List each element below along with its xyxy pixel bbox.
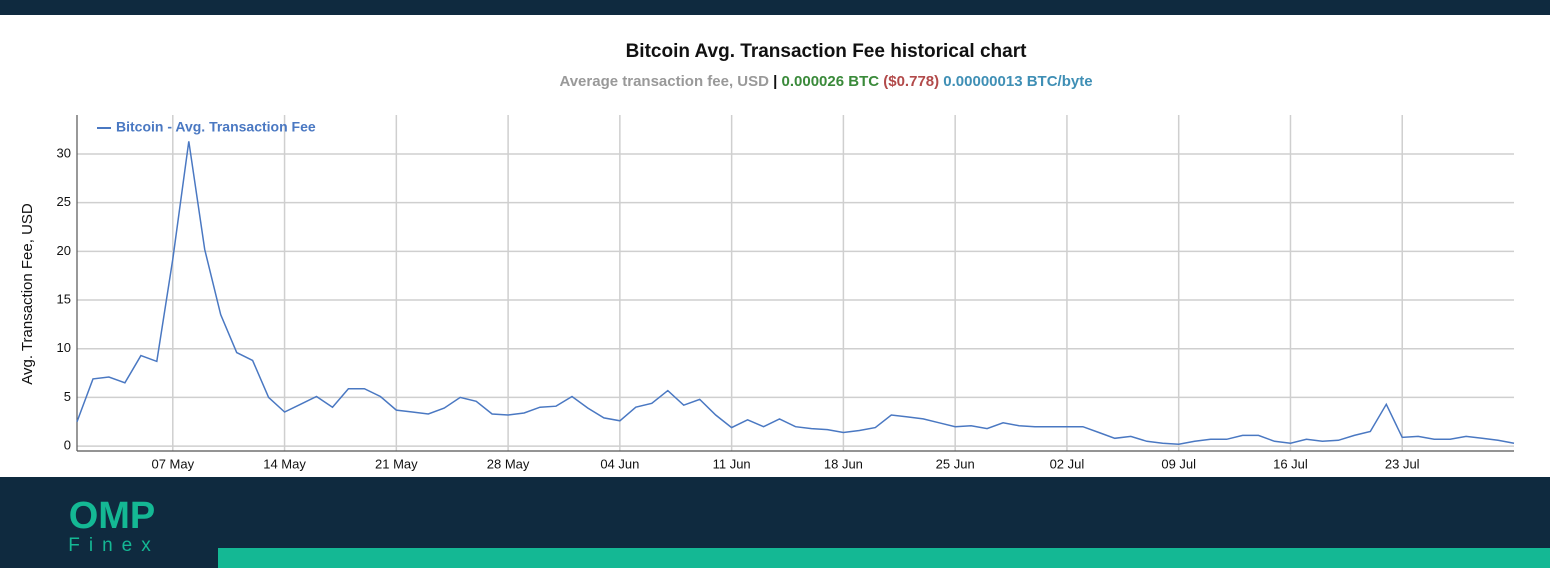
chart-background [0, 15, 1550, 477]
x-tick-label: 14 May [263, 456, 306, 471]
x-tick-label: 21 May [375, 456, 418, 471]
y-tick-label: 15 [57, 291, 71, 306]
y-tick-label: 30 [57, 145, 71, 160]
x-tick-label: 23 Jul [1385, 456, 1420, 471]
subtitle-metric: Average transaction fee, USD [559, 73, 769, 90]
subtitle-usd: ($0.778) [883, 73, 939, 90]
x-tick-label: 11 Jun [713, 456, 751, 471]
y-tick-label: 0 [64, 438, 71, 453]
subtitle-btc: 0.000026 BTC [782, 73, 880, 90]
x-tick-label: 02 Jul [1050, 456, 1085, 471]
x-tick-label: 25 Jun [936, 456, 975, 471]
y-axis-label: Avg. Transaction Fee, USD [19, 203, 36, 385]
subtitle-per-byte: 0.00000013 BTC/byte [943, 73, 1092, 90]
x-tick-label: 28 May [487, 456, 530, 471]
y-tick-label: 5 [64, 389, 71, 404]
brand-name: Finex [68, 535, 159, 556]
brand-logo: OMP [69, 495, 156, 537]
x-tick-label: 07 May [151, 456, 194, 471]
subtitle-separator: | [773, 73, 777, 90]
chart-title: Bitcoin Avg. Transaction Fee historical … [626, 41, 1028, 62]
top-band [0, 0, 1550, 15]
y-tick-label: 25 [57, 194, 71, 209]
x-tick-label: 09 Jul [1161, 456, 1196, 471]
x-tick-label: 16 Jul [1273, 456, 1308, 471]
x-tick-label: 18 Jun [824, 456, 863, 471]
legend-label: Bitcoin - Avg. Transaction Fee [116, 119, 316, 135]
line-series [76, 141, 1515, 445]
y-tick-label: 20 [57, 243, 71, 258]
y-tick-label: 10 [57, 340, 71, 355]
chart-subtitle: Average transaction fee, USD | 0.000026 … [559, 73, 1092, 90]
footer-accent [218, 548, 1550, 568]
x-tick-label: 04 Jun [600, 456, 639, 471]
